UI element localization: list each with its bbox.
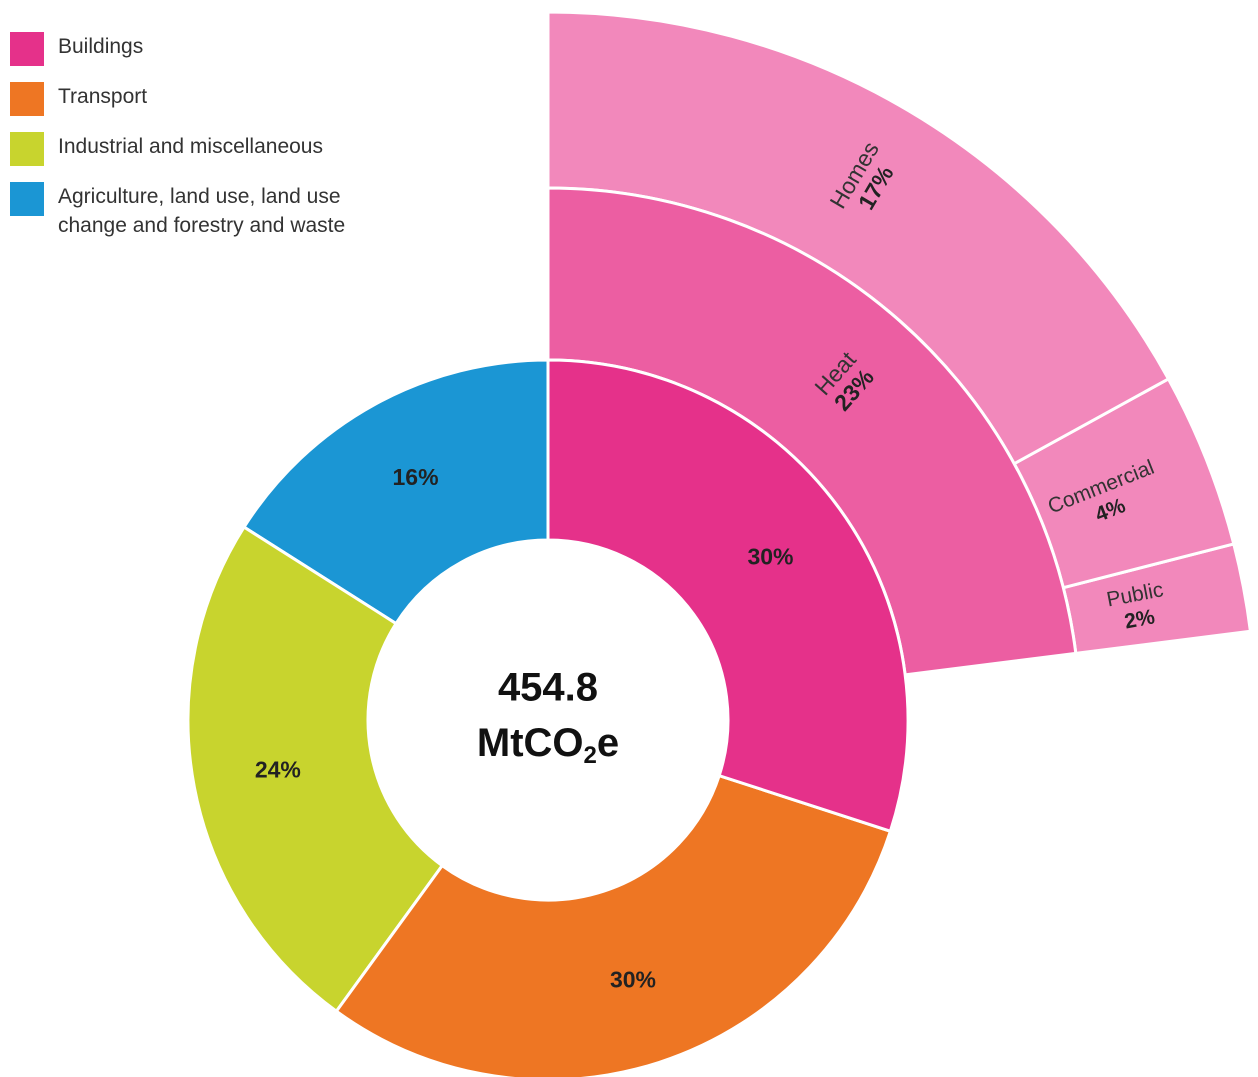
segment [241,358,550,626]
center-unit: MtCO2e [477,721,619,770]
legend-label: Transport [58,85,148,108]
legend-item: Industrial and miscellaneous [10,132,410,166]
legend-item: Transport [10,82,410,116]
segment [546,358,910,834]
legend: Buildings Transport Industrial and miscell… [10,32,410,256]
legend-swatch [10,182,44,216]
legend-label: Industrial and miscellaneous [58,135,323,158]
legend-swatch [10,32,44,66]
segment-label: 30% [747,543,793,569]
legend-swatch [10,82,44,116]
unit-subscript: 2 [584,742,597,769]
unit-part: e [597,721,619,765]
segment-label: 24% [255,757,301,783]
legend-item: Agriculture, land use, land use change a… [10,182,410,240]
legend-swatch [10,132,44,166]
segment-label: 30% [610,967,656,993]
unit-part: MtCO [477,721,584,765]
center-value: 454.8 [498,666,598,710]
segment [186,525,445,1014]
segment-label: 16% [392,464,438,490]
ring-label-value: 2% [1123,605,1157,633]
segment [334,773,893,1077]
legend-item: Buildings [10,32,410,66]
legend-label: Agriculture, land use, land use change a… [58,185,346,237]
legend-label: Buildings [58,35,144,58]
